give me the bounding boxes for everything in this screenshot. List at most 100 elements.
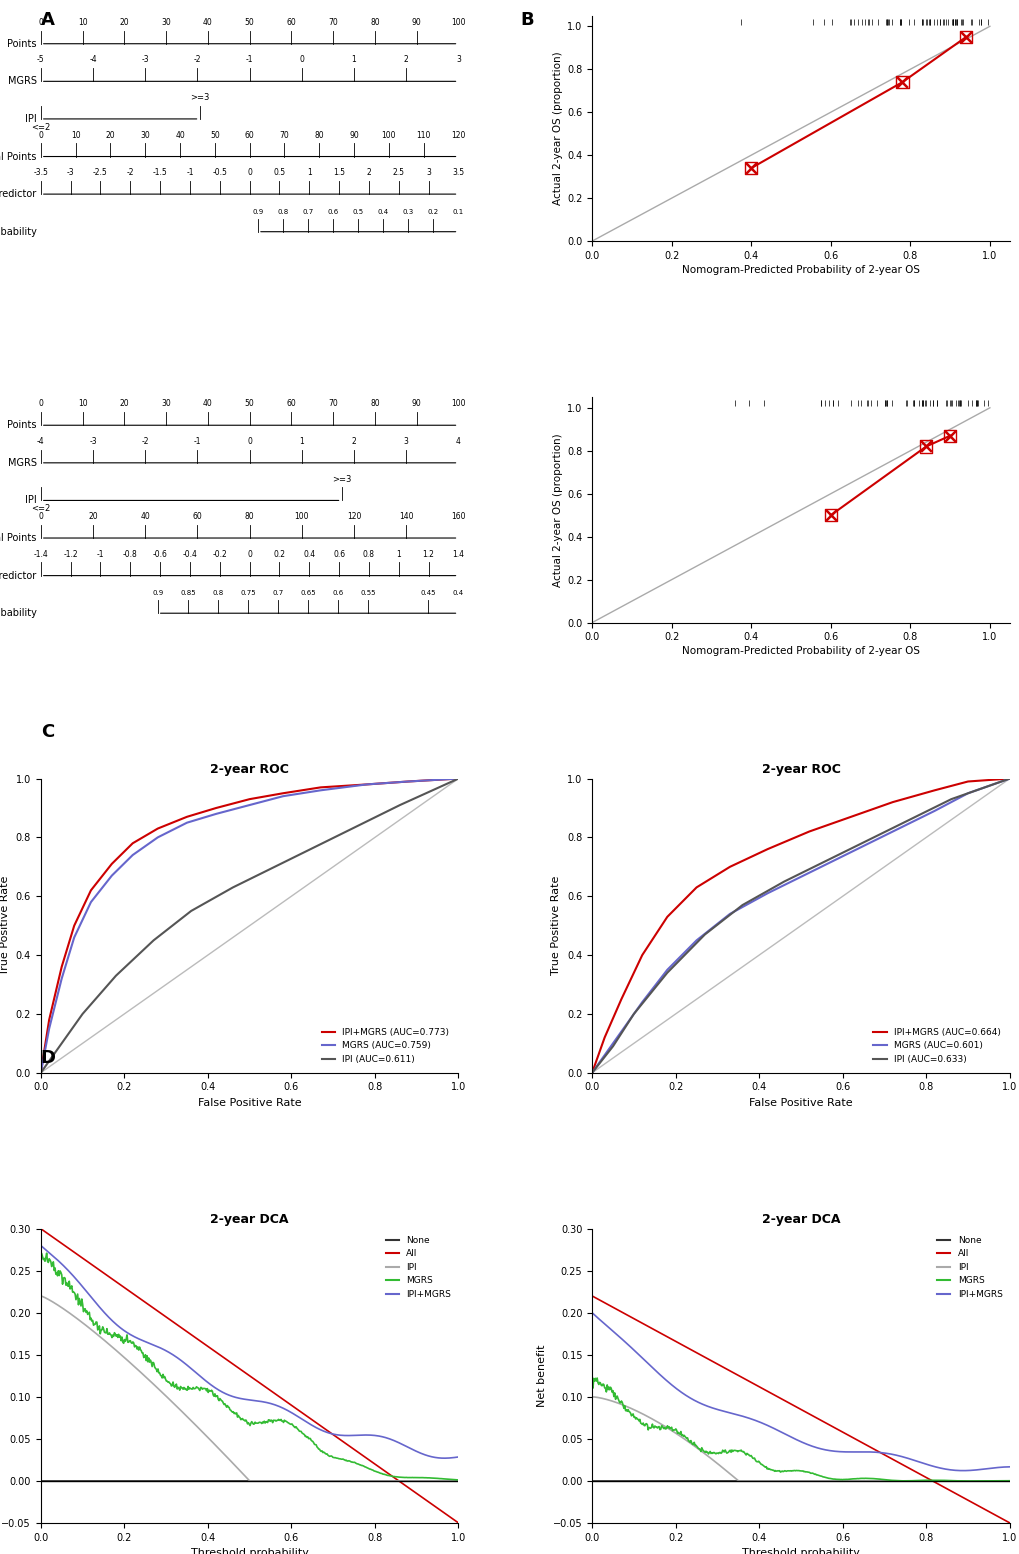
None — [834, 1472, 846, 1490]
Point — [726, 392, 742, 416]
Text: -3: -3 — [89, 437, 97, 446]
MGRS (AUC=0.601) — [723, 904, 736, 923]
Text: 20: 20 — [88, 513, 98, 521]
Text: 30: 30 — [161, 17, 171, 26]
MGRS (AUC=0.759) — [85, 894, 97, 912]
MGRS (AUC=0.601) — [961, 783, 973, 802]
Point — [970, 9, 986, 34]
Text: 0.8: 0.8 — [363, 550, 375, 559]
Point — [877, 392, 894, 416]
Point — [914, 9, 930, 34]
IPI — [785, 1472, 797, 1490]
Text: A: A — [41, 11, 55, 30]
Text: MGRS: MGRS — [7, 76, 37, 87]
None — [586, 1472, 598, 1490]
IPI+MGRS — [784, 1428, 796, 1447]
Point — [948, 9, 964, 34]
IPI (AUC=0.633) — [861, 831, 873, 850]
None — [786, 1472, 798, 1490]
Text: >=3: >=3 — [190, 93, 209, 103]
Point — [893, 9, 909, 34]
IPI+MGRS (AUC=0.773) — [55, 957, 67, 976]
Point — [904, 392, 920, 416]
MGRS — [786, 1462, 798, 1481]
Text: -4: -4 — [37, 437, 45, 446]
IPI+MGRS (AUC=0.664) — [1003, 769, 1015, 788]
Text: -1.5: -1.5 — [153, 168, 167, 177]
IPI+MGRS (AUC=0.773) — [277, 783, 289, 802]
Point — [969, 392, 985, 416]
None — [784, 1472, 796, 1490]
Point — [918, 9, 934, 34]
IPI+MGRS (AUC=0.773) — [106, 855, 118, 873]
Title: 2-year DCA: 2-year DCA — [761, 1214, 840, 1226]
Point — [743, 155, 759, 180]
Point — [948, 9, 964, 34]
IPI (AUC=0.611) — [226, 878, 238, 897]
Text: 0.2: 0.2 — [273, 550, 285, 559]
IPI (AUC=0.611) — [55, 1033, 67, 1052]
Text: 60: 60 — [286, 399, 296, 409]
All — [451, 1514, 464, 1532]
IPI (AUC=0.633) — [586, 1063, 598, 1082]
Line: IPI+MGRS: IPI+MGRS — [41, 1245, 458, 1458]
Line: IPI: IPI — [592, 1397, 1009, 1481]
Text: 120: 120 — [346, 513, 361, 521]
MGRS (AUC=0.601) — [614, 1023, 627, 1041]
Text: -0.4: -0.4 — [182, 550, 198, 559]
Point — [898, 392, 914, 416]
Text: -5: -5 — [37, 56, 45, 64]
Point — [877, 9, 894, 34]
IPI — [451, 1472, 464, 1490]
All — [35, 1220, 47, 1239]
IPI+MGRS (AUC=0.773) — [244, 789, 256, 808]
Title: 2-year DCA: 2-year DCA — [210, 1214, 288, 1226]
All — [586, 1287, 598, 1305]
Point — [951, 392, 967, 416]
MGRS — [442, 1470, 454, 1489]
IPI (AUC=0.611) — [352, 816, 364, 834]
IPI — [35, 1287, 47, 1305]
IPI+MGRS (AUC=0.773) — [451, 769, 464, 788]
Text: 20: 20 — [119, 17, 129, 26]
MGRS — [927, 1470, 940, 1489]
Text: Total Points: Total Points — [0, 533, 37, 542]
Point — [913, 9, 929, 34]
MGRS (AUC=0.759) — [152, 828, 164, 847]
Line: IPI (AUC=0.611): IPI (AUC=0.611) — [41, 779, 458, 1072]
Text: 0: 0 — [247, 168, 252, 177]
IPI — [732, 1472, 744, 1490]
Text: 70: 70 — [328, 17, 337, 26]
MGRS (AUC=0.759) — [210, 805, 222, 824]
Text: 50: 50 — [210, 131, 219, 140]
Point — [883, 9, 900, 34]
Text: 0: 0 — [39, 513, 43, 521]
MGRS (AUC=0.601) — [660, 960, 673, 979]
Text: C: C — [41, 723, 54, 741]
IPI+MGRS — [438, 1448, 450, 1467]
Point — [850, 392, 866, 416]
Point — [942, 392, 958, 416]
IPI+MGRS (AUC=0.773) — [401, 772, 414, 791]
Text: 90: 90 — [412, 399, 421, 409]
IPI — [232, 1461, 245, 1479]
Point — [853, 9, 869, 34]
Point — [951, 392, 967, 416]
MGRS (AUC=0.759) — [43, 1019, 55, 1038]
Text: -0.5: -0.5 — [212, 168, 227, 177]
Text: 10: 10 — [77, 399, 88, 409]
Point — [978, 392, 995, 416]
Point — [925, 9, 942, 34]
Text: 0.65: 0.65 — [300, 591, 316, 597]
Point — [931, 9, 948, 34]
Y-axis label: Actual 2-year OS (proportion): Actual 2-year OS (proportion) — [552, 434, 562, 587]
Text: 0.2: 0.2 — [427, 208, 438, 214]
MGRS — [834, 1470, 846, 1489]
Text: 0: 0 — [39, 131, 43, 140]
MGRS (AUC=0.601) — [844, 842, 856, 861]
Point — [878, 9, 895, 34]
Point — [853, 392, 869, 416]
Text: Total Points: Total Points — [0, 152, 37, 162]
None — [35, 1472, 47, 1490]
Line: IPI: IPI — [41, 1296, 458, 1481]
